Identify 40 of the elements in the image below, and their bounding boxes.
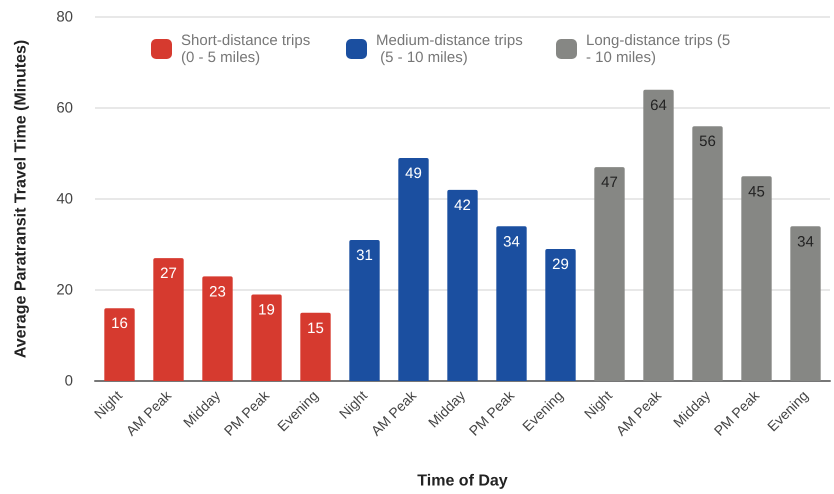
y-axis-title: Average Paratransit Travel Time (Minutes) <box>12 40 30 358</box>
data-label: 27 <box>160 265 177 282</box>
data-label: 47 <box>601 174 618 192</box>
bar <box>153 258 184 381</box>
data-label: 49 <box>405 165 422 182</box>
legend-label: Long-distance trips (5 - 10 miles) <box>586 32 734 66</box>
bar <box>398 158 429 381</box>
bar <box>643 90 674 381</box>
bar <box>300 312 331 381</box>
bar <box>202 276 233 381</box>
bar <box>594 167 625 381</box>
data-label: 34 <box>503 233 520 250</box>
bar <box>545 249 576 381</box>
data-label: 64 <box>650 96 667 114</box>
y-tick-label: 60 <box>56 100 73 116</box>
bar <box>251 294 282 381</box>
bar <box>790 226 821 381</box>
data-label: 42 <box>454 196 471 214</box>
data-label: 19 <box>258 302 275 319</box>
data-label: 45 <box>748 183 765 200</box>
data-label: 15 <box>307 320 324 337</box>
bar <box>496 226 527 381</box>
y-tick-label: 80 <box>56 8 73 26</box>
data-label: 29 <box>552 256 569 274</box>
legend-label: Short-distance trips (0 - 5 miles) <box>181 32 314 66</box>
data-label: 34 <box>797 233 814 250</box>
bar <box>104 308 135 381</box>
bar <box>447 190 478 381</box>
bar <box>349 240 380 381</box>
x-axis-title: Time of Day <box>417 472 508 490</box>
data-label: 23 <box>209 283 226 300</box>
y-tick-label: 20 <box>56 282 73 298</box>
bar <box>692 126 723 381</box>
data-label: 16 <box>111 315 128 332</box>
y-tick-label: 40 <box>56 190 73 208</box>
y-tick-label: 0 <box>64 372 73 390</box>
bar <box>741 176 772 381</box>
legend-label: Medium-distance trips (5 - 10 miles) <box>376 32 523 66</box>
data-label: 31 <box>356 246 373 264</box>
data-label: 56 <box>699 133 716 150</box>
